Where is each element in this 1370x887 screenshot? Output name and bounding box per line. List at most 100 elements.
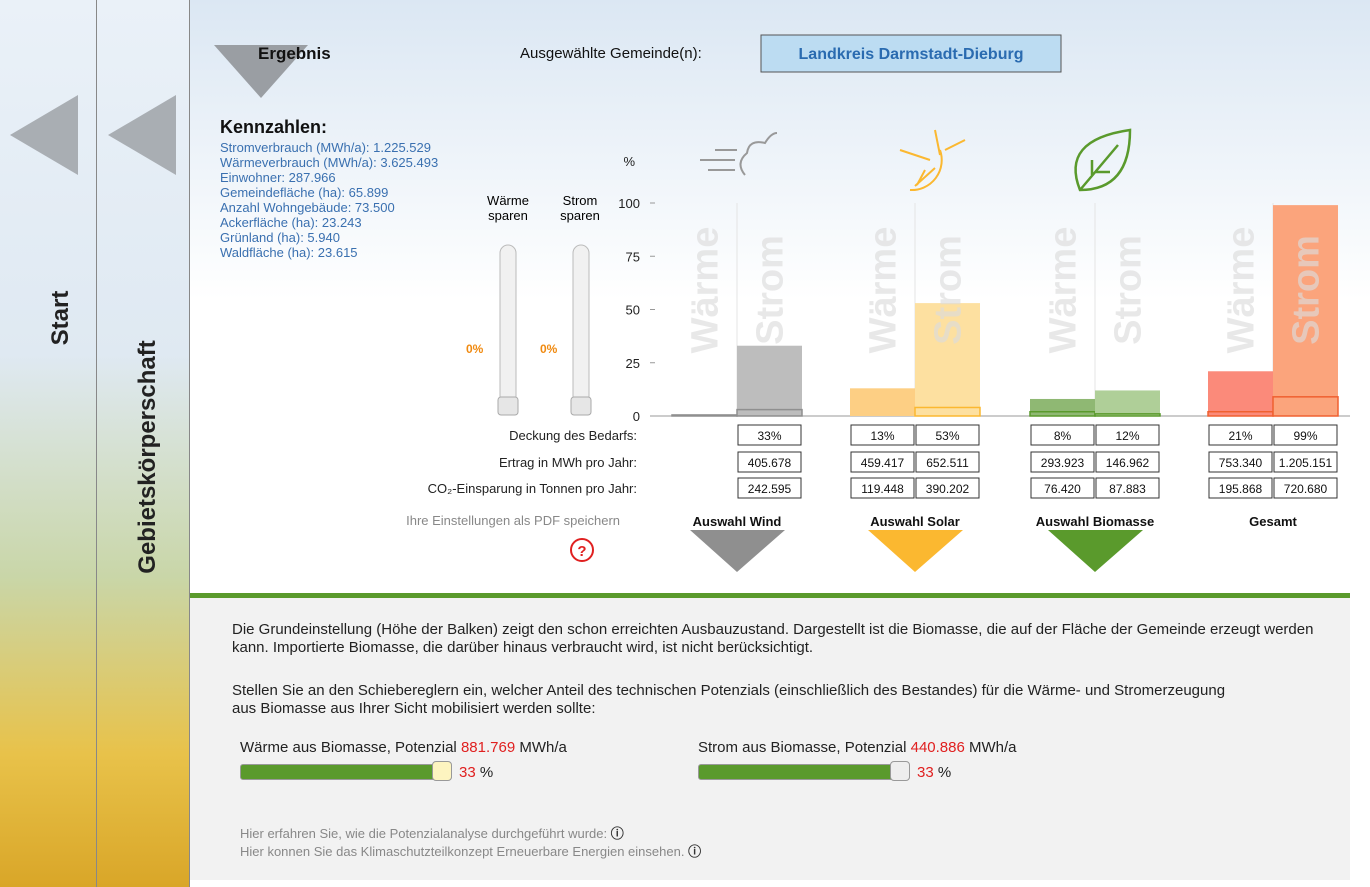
help-text[interactable]: ? [577,543,586,560]
group-name: Auswahl Biomasse [1036,514,1155,529]
kennzahlen-list: Stromverbrauch (MWh/a): 1.225.529 Wärmeve… [220,140,438,260]
region-box[interactable] [760,34,1062,73]
region-name[interactable]: Landkreis Darmstadt-Dieburg [799,46,1024,63]
y-tick-label: 0 [633,409,640,424]
table-cell [1208,424,1273,446]
info-line[interactable]: Hier erfahren Sie, wie die Potenzialanal… [240,826,624,841]
sidebar-divider [189,0,190,887]
sidebar-start[interactable]: Start [47,291,74,346]
slider-value-line: 33 % [459,764,493,781]
slider-track[interactable] [572,244,590,416]
back-arrow[interactable] [10,95,78,175]
info-panel [190,598,1350,880]
y-tick-label: 75 [626,249,640,264]
slider-track[interactable] [499,244,517,416]
watermark: Wärme [1221,227,1263,354]
table-value: 753.340 [1219,456,1263,470]
table-value: 99% [1293,429,1317,443]
wind-arrow[interactable] [690,530,785,572]
bar [737,345,802,416]
table-value: 720.680 [1284,482,1328,496]
table-cell [737,477,802,499]
watermark: Wärme [685,227,727,354]
pdf-link[interactable]: Ihre Einstellungen als PDF speichern [406,513,620,528]
slider-handle[interactable] [570,396,592,416]
biomass-arrow[interactable] [1048,530,1143,572]
table-value: 146.962 [1106,456,1150,470]
paragraph: Stellen Sie an den Schiebereglern ein, w… [232,682,1226,717]
kennzahl: Ackerfläche (ha): 23.243 [220,215,362,230]
group-name: Auswahl Wind [693,514,782,529]
existing-bar [914,406,981,417]
row-label: Ertrag in MWh pro Jahr: [499,455,637,470]
watermark: Wärme [863,227,905,354]
table-value: 195.868 [1219,482,1263,496]
watermark: Strom [1286,235,1328,345]
row-label: Deckung des Bedarfs: [509,428,637,443]
bar [1273,205,1338,416]
info-text[interactable]: Hier konnen Sie das Klimaschutzteilkonze… [240,844,685,859]
info-line[interactable]: Hier konnen Sie das Klimaschutzteilkonze… [240,844,702,859]
row-label: CO₂-Einsparung in Tonnen pro Jahr: [428,481,637,496]
slider-unit: MWh/a [519,739,567,756]
watermark: Strom [928,235,970,345]
table-cell [915,424,980,446]
slider-handle[interactable] [890,761,910,781]
slider-percent: % [937,764,952,781]
slider-potential: 440.886 [910,739,965,756]
kennzahl: Gemeindefläche (ha): 65.899 [220,185,389,200]
table-value: 652.511 [926,456,969,470]
table-value: 293.923 [1041,456,1085,470]
watermark: Strom [1108,235,1150,345]
table-cell [1030,451,1095,473]
table-value: 21% [1228,429,1252,443]
table-cell [737,424,802,446]
existing-bar [1272,396,1339,417]
y-axis-unit: % [623,154,635,169]
table-cell [1095,424,1160,446]
table-cell [1030,477,1095,499]
kennzahl: Anzahl Wohngebäude: 73.500 [220,200,395,215]
help-icon[interactable] [570,538,594,562]
slider-handle[interactable] [497,396,519,416]
table-cell [1208,477,1273,499]
slider-handle[interactable] [432,761,452,781]
bar [1095,390,1160,416]
group-name: Auswahl Solar [870,514,960,529]
table-value: 1.205.151 [1279,456,1333,470]
table-value: 87.883 [1109,482,1146,496]
solar-arrow[interactable] [868,530,963,572]
header-arrow [214,45,308,98]
header-title: Ergebnis [258,44,331,63]
table-value: 405.678 [748,456,792,470]
slider-track[interactable] [698,764,910,780]
slider-track[interactable] [240,764,452,780]
sidebar-region[interactable]: Gebietskörperschaft [134,340,161,573]
table-value: 13% [870,429,894,443]
sun-icon [899,129,966,192]
info-text[interactable]: Hier erfahren Sie, wie die Potenzialanal… [240,826,608,841]
sidebar-divider [96,0,97,887]
paragraph: Die Grundeinstellung (Höhe der Balken) z… [232,621,1314,656]
kennzahlen-title: Kennzahlen: [220,117,328,137]
table-cell [737,451,802,473]
table-cell [1095,477,1160,499]
y-tick-label: 50 [626,303,640,318]
table-cell [1208,451,1273,473]
table-cell [850,477,915,499]
existing-bar [1094,413,1161,417]
table-cell [1273,477,1338,499]
kennzahl: Einwohner: 287.966 [220,170,336,185]
slider-text: Strom aus Biomasse, Potenzial [698,739,907,756]
slider-text: Wärme aus Biomasse, Potenzial [240,739,457,756]
slider-label: Wärme aus Biomasse, Potenzial 881.769 MW… [240,739,567,756]
table-cell [915,451,980,473]
slider-value: 33 [917,764,934,781]
kennzahl: Waldfläche (ha): 23.615 [220,245,358,260]
kennzahl: Grünland (ha): 5.940 [220,230,340,245]
back-arrow[interactable] [108,95,176,175]
group-name: Gesamt [1249,514,1297,529]
slider-unit: MWh/a [969,739,1017,756]
table-value: 33% [757,429,781,443]
